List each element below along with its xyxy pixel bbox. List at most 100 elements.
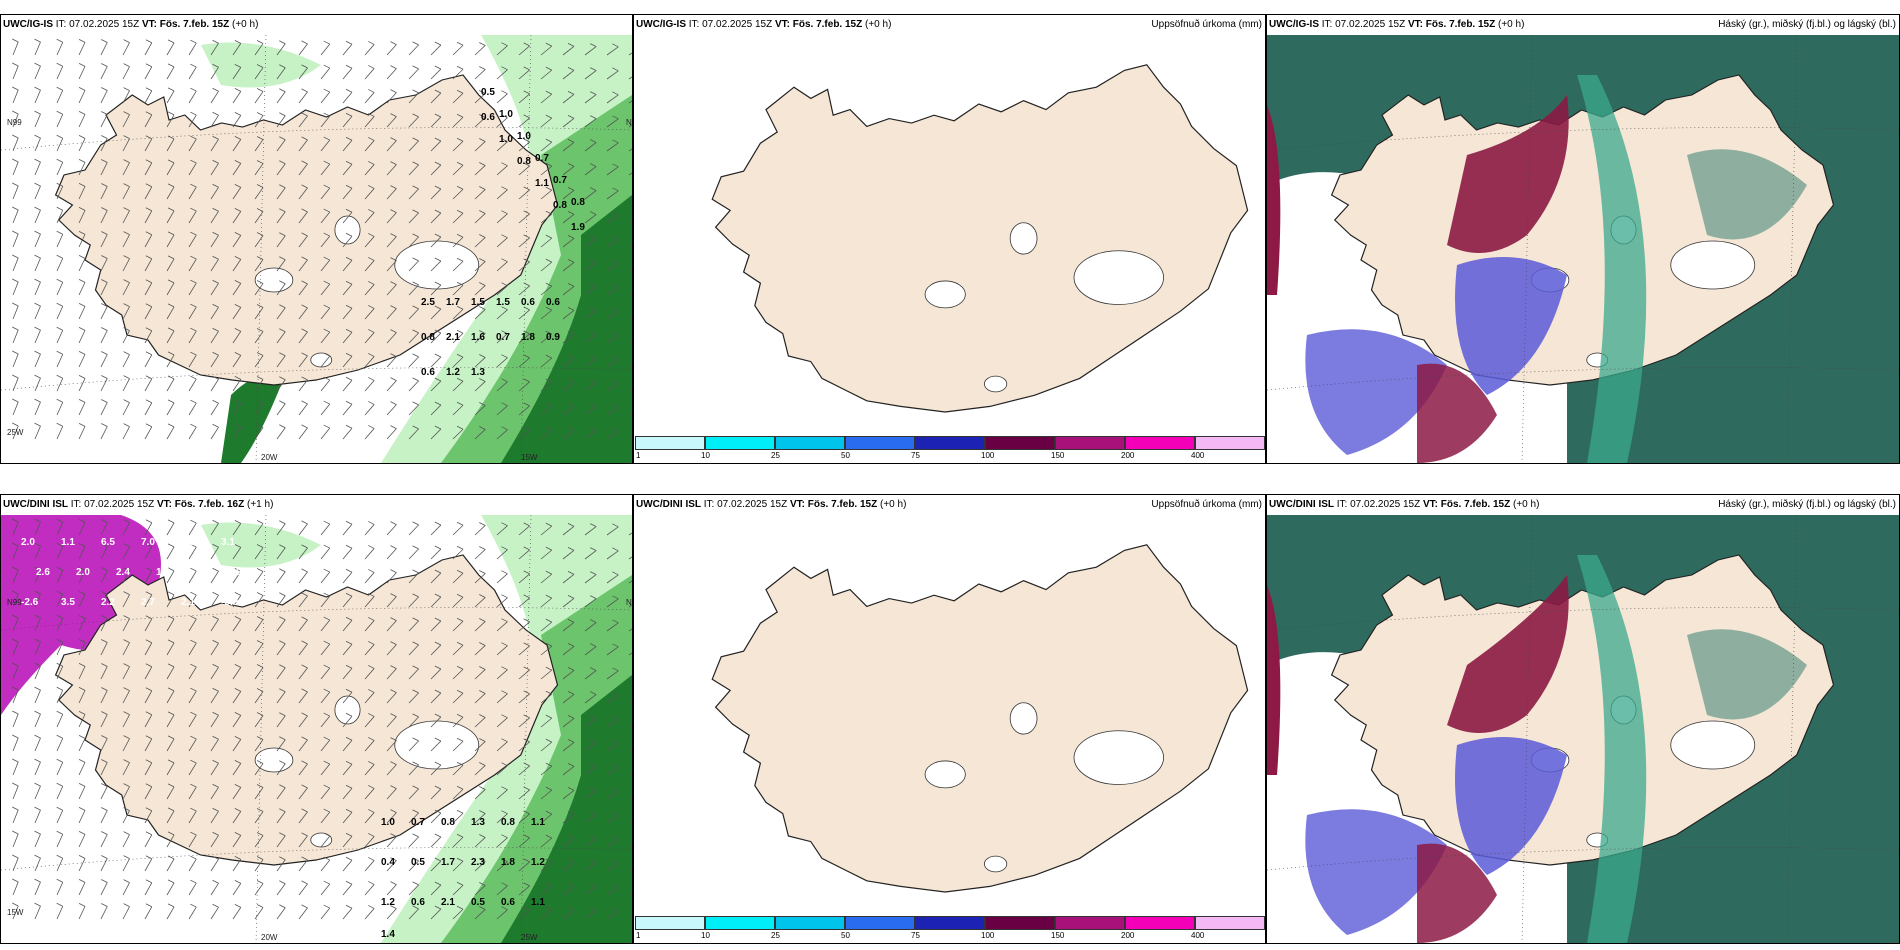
- wind-barb-feather: [56, 686, 63, 691]
- wind-barb: [232, 91, 242, 104]
- wind-barb: [364, 356, 375, 368]
- wind-barb-feather: [190, 63, 197, 68]
- wind-barb-feather: [212, 687, 219, 692]
- wind-barb: [408, 404, 419, 416]
- wind-barb: [166, 330, 175, 344]
- wind-barb: [606, 406, 619, 416]
- wind-barb: [562, 94, 575, 104]
- wind-barb-feather: [167, 639, 175, 644]
- wind-barb-feather: [101, 759, 108, 763]
- wind-barb-feather: [412, 689, 419, 694]
- wind-barb: [166, 66, 175, 80]
- wind-barb-feather: [145, 351, 152, 356]
- wind-barb: [364, 260, 375, 272]
- wind-barb: [320, 883, 331, 896]
- wind-barb-feather: [78, 711, 86, 715]
- wind-barb: [474, 573, 486, 584]
- wind-barb: [386, 44, 397, 56]
- wind-barb-feather: [279, 544, 286, 549]
- cloud-low-area: [1447, 575, 1569, 733]
- wind-barb: [78, 42, 86, 56]
- wind-barb: [496, 213, 508, 224]
- wind-barb: [628, 844, 632, 848]
- wind-barb: [540, 381, 553, 392]
- wind-barb: [628, 700, 632, 704]
- wind-barb-feather: [390, 545, 397, 549]
- wind-barb: [452, 836, 464, 848]
- wind-barb: [364, 572, 375, 584]
- precip-value-label: 1.1: [531, 897, 545, 908]
- wind-barb: [584, 622, 597, 632]
- wind-barb-feather: [567, 906, 575, 911]
- wind-barb-feather: [590, 379, 597, 383]
- wind-barb-feather: [145, 183, 152, 188]
- wind-barb: [100, 882, 108, 896]
- wind-barb: [430, 716, 442, 728]
- precip-value-label: 2.0: [21, 537, 35, 548]
- wind-barb-feather: [456, 89, 464, 94]
- wind-barb: [584, 430, 597, 440]
- wind-barb-feather: [567, 330, 575, 335]
- wind-barb: [210, 187, 219, 200]
- wind-barb-feather: [501, 594, 508, 599]
- wind-barb: [144, 306, 153, 320]
- wind-barb-feather: [256, 232, 264, 236]
- wind-barb: [210, 331, 219, 344]
- wind-barb-feather: [567, 234, 575, 239]
- wind-barb-feather: [523, 690, 530, 695]
- wind-barb-feather: [301, 328, 308, 333]
- wind-barb-feather: [190, 639, 197, 644]
- wind-barb: [122, 858, 130, 872]
- wind-barb-feather: [612, 547, 619, 552]
- wind-barb: [100, 186, 108, 200]
- colorbar-tick-label: 1: [636, 931, 641, 940]
- wind-barb: [342, 43, 353, 56]
- wind-barb: [430, 356, 442, 368]
- wind-barb: [210, 67, 219, 80]
- wind-barb: [100, 162, 108, 176]
- wind-barb-feather: [612, 403, 619, 408]
- wind-barb: [364, 140, 375, 152]
- wind-barb: [254, 187, 264, 200]
- wind-barb: [144, 906, 153, 920]
- wind-barb-feather: [590, 307, 597, 311]
- wind-barb-feather: [101, 687, 108, 691]
- wind-barb-feather: [345, 232, 353, 237]
- wind-barb: [78, 882, 86, 896]
- wind-barb-feather: [479, 210, 486, 214]
- wind-barb-feather: [323, 544, 330, 549]
- wind-barb: [276, 571, 286, 584]
- wind-barb: [496, 309, 508, 320]
- wind-barb-feather: [345, 592, 353, 597]
- wind-barb-feather: [590, 523, 597, 527]
- wind-barb: [34, 833, 41, 848]
- wind-barb-feather: [56, 662, 63, 667]
- wind-barb: [474, 213, 486, 224]
- wind-barb: [408, 572, 419, 584]
- cloud-high-band: [1577, 555, 1647, 943]
- valid-time-label: VT:: [774, 19, 790, 30]
- wind-barb-feather: [123, 807, 130, 811]
- wind-barb: [12, 401, 19, 416]
- cloud-mid-area: [1455, 737, 1567, 875]
- wind-barb-feather: [590, 691, 597, 695]
- wind-barb: [386, 284, 397, 296]
- wind-barb: [122, 882, 130, 896]
- wind-barb-feather: [567, 162, 575, 167]
- wind-barb-feather: [56, 878, 63, 883]
- wind-barb: [188, 522, 197, 536]
- wind-barb-feather: [567, 402, 575, 407]
- wind-barb-feather: [345, 808, 353, 813]
- wind-barb: [34, 209, 41, 224]
- wind-barb: [584, 214, 597, 224]
- wind-barb-feather: [456, 257, 464, 262]
- wind-barb: [518, 549, 530, 560]
- wind-barb-feather: [590, 667, 597, 671]
- wind-barb: [34, 233, 41, 248]
- wind-barb-feather: [301, 880, 308, 885]
- wind-barb-feather: [167, 735, 175, 740]
- wind-barb: [584, 358, 597, 368]
- wind-barb: [78, 378, 86, 392]
- wind-barb: [232, 259, 242, 272]
- wind-barb: [364, 164, 375, 176]
